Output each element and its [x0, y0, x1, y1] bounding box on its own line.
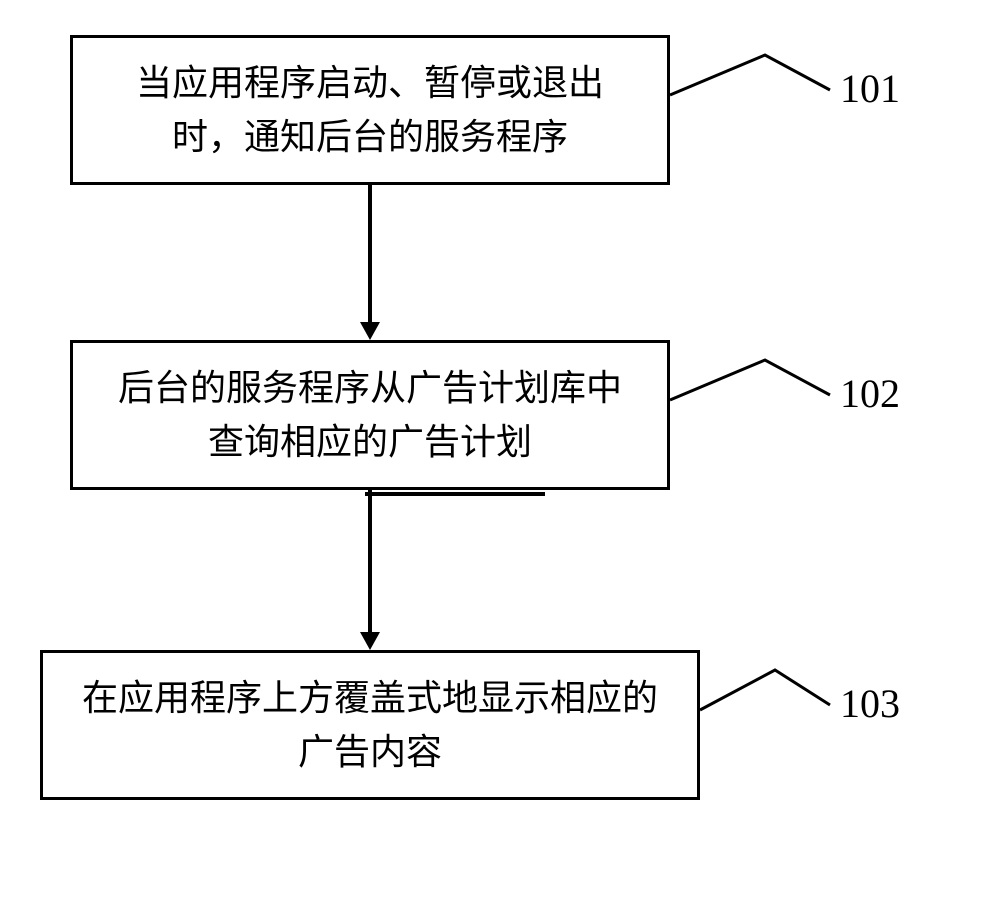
connector-2-3 [368, 490, 372, 635]
node-text: 在应用程序上方覆盖式地显示相应的广告内容 [73, 671, 667, 779]
extra-underline [365, 492, 545, 496]
flowchart-node-step1: 当应用程序启动、暂停或退出时，通知后台的服务程序 [70, 35, 670, 185]
label-connector-3 [700, 660, 840, 720]
node-text: 后台的服务程序从广告计划库中查询相应的广告计划 [103, 361, 637, 469]
step-label-101: 101 [840, 65, 900, 112]
label-connector-1 [670, 45, 840, 105]
arrow-head-1-2 [360, 322, 380, 340]
connector-1-2 [368, 185, 372, 325]
node-text: 当应用程序启动、暂停或退出时，通知后台的服务程序 [103, 56, 637, 164]
flowchart-node-step3: 在应用程序上方覆盖式地显示相应的广告内容 [40, 650, 700, 800]
step-label-102: 102 [840, 370, 900, 417]
arrow-head-2-3 [360, 632, 380, 650]
flowchart-node-step2: 后台的服务程序从广告计划库中查询相应的广告计划 [70, 340, 670, 490]
step-label-103: 103 [840, 680, 900, 727]
label-connector-2 [670, 350, 840, 410]
flowchart-container: 当应用程序启动、暂停或退出时，通知后台的服务程序 后台的服务程序从广告计划库中查… [0, 0, 998, 898]
